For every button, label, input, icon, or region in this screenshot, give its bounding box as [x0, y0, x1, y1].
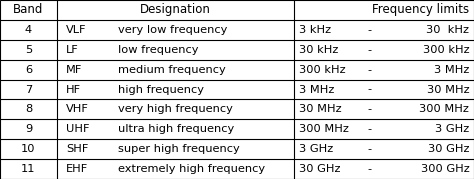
Text: 30 GHz: 30 GHz — [428, 144, 469, 154]
Text: 300 kHz: 300 kHz — [423, 45, 469, 55]
Text: 3 GHz: 3 GHz — [299, 144, 333, 154]
Text: -: - — [368, 25, 372, 35]
Text: 300 MHz: 300 MHz — [299, 124, 348, 134]
Text: -: - — [368, 84, 372, 95]
Text: 300 MHz: 300 MHz — [419, 104, 469, 114]
Text: Designation: Designation — [140, 3, 211, 16]
Text: LF: LF — [66, 45, 79, 55]
Text: 8: 8 — [25, 104, 32, 114]
Text: very low frequency: very low frequency — [118, 25, 228, 35]
Text: VHF: VHF — [66, 104, 89, 114]
Text: 6: 6 — [25, 65, 32, 75]
Text: 30  kHz: 30 kHz — [426, 25, 469, 35]
Text: 3 MHz: 3 MHz — [299, 84, 334, 95]
Text: VLF: VLF — [66, 25, 87, 35]
Text: EHF: EHF — [66, 164, 89, 174]
Text: -: - — [368, 65, 372, 75]
Text: 30 kHz: 30 kHz — [299, 45, 338, 55]
Text: 300 kHz: 300 kHz — [299, 65, 345, 75]
Text: -: - — [368, 45, 372, 55]
Text: 3 GHz: 3 GHz — [435, 124, 469, 134]
Text: Frequency limits: Frequency limits — [372, 3, 469, 16]
Text: 30 MHz: 30 MHz — [427, 84, 469, 95]
Text: low frequency: low frequency — [118, 45, 199, 55]
Text: 30 GHz: 30 GHz — [299, 164, 340, 174]
Text: -: - — [368, 104, 372, 114]
Text: UHF: UHF — [66, 124, 90, 134]
Text: 5: 5 — [25, 45, 32, 55]
Text: 11: 11 — [21, 164, 36, 174]
Text: 3 kHz: 3 kHz — [299, 25, 331, 35]
Text: 7: 7 — [25, 84, 32, 95]
Text: -: - — [368, 124, 372, 134]
Text: 300 GHz: 300 GHz — [420, 164, 469, 174]
Text: 9: 9 — [25, 124, 32, 134]
Text: high frequency: high frequency — [118, 84, 204, 95]
Text: -: - — [368, 144, 372, 154]
Text: very high frequency: very high frequency — [118, 104, 233, 114]
Text: HF: HF — [66, 84, 82, 95]
Text: 3 MHz: 3 MHz — [434, 65, 469, 75]
Text: ultra high frequency: ultra high frequency — [118, 124, 235, 134]
Text: 30 MHz: 30 MHz — [299, 104, 341, 114]
Text: Band: Band — [13, 3, 44, 16]
Text: 10: 10 — [21, 144, 36, 154]
Text: medium frequency: medium frequency — [118, 65, 226, 75]
Text: SHF: SHF — [66, 144, 89, 154]
Text: super high frequency: super high frequency — [118, 144, 240, 154]
Text: 4: 4 — [25, 25, 32, 35]
Text: MF: MF — [66, 65, 83, 75]
Text: extremely high frequency: extremely high frequency — [118, 164, 265, 174]
Text: -: - — [368, 164, 372, 174]
